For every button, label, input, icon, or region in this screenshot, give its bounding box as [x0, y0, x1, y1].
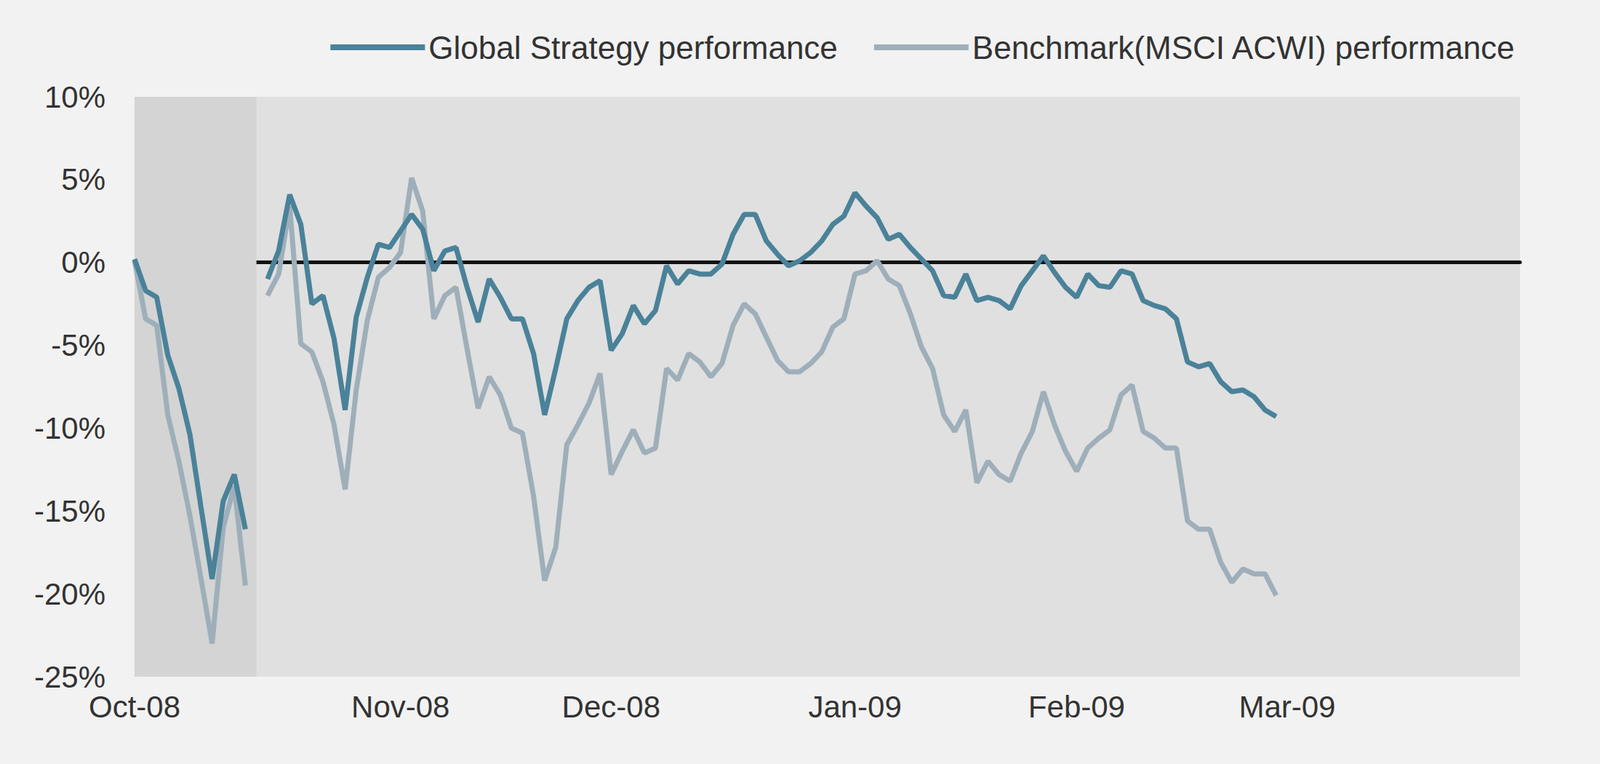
- svg-text:-25%: -25%: [34, 659, 106, 694]
- svg-text:Dec-08: Dec-08: [562, 689, 661, 724]
- svg-text:Global Strategy performance: Global Strategy performance: [428, 29, 838, 66]
- svg-text:Oct-08: Oct-08: [88, 689, 181, 724]
- svg-text:-20%: -20%: [34, 576, 106, 611]
- svg-text:Mar-09: Mar-09: [1238, 689, 1336, 724]
- svg-text:-10%: -10%: [34, 410, 106, 446]
- svg-text:Nov-08: Nov-08: [351, 689, 450, 724]
- svg-text:Benchmark(MSCI ACWI) performan: Benchmark(MSCI ACWI) performance: [972, 29, 1515, 66]
- svg-text:10%: 10%: [44, 80, 106, 115]
- svg-text:Jan-09: Jan-09: [808, 689, 902, 724]
- svg-text:-15%: -15%: [34, 493, 106, 528]
- svg-text:Feb-09: Feb-09: [1028, 689, 1126, 724]
- svg-text:-5%: -5%: [50, 328, 106, 363]
- svg-text:0%: 0%: [61, 245, 106, 280]
- svg-text:5%: 5%: [61, 162, 106, 197]
